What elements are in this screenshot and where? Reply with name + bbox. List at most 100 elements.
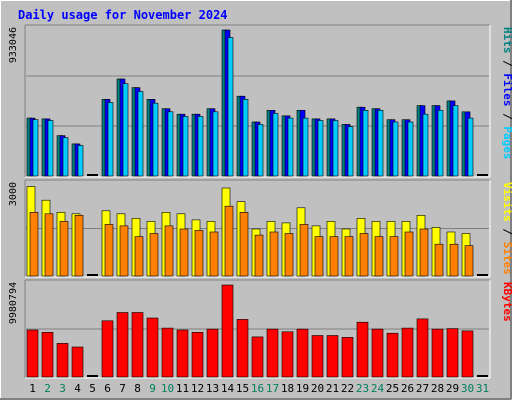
bar-kbytes-8: [131, 312, 144, 378]
x-tick-label-17: 17: [266, 382, 279, 395]
y-max-label: 3000: [8, 182, 19, 206]
bar-pages-24: [377, 110, 384, 177]
x-tick-label-30: 30: [461, 382, 474, 395]
bar-pages-26: [407, 121, 414, 177]
bar-sites-27: [419, 228, 429, 277]
x-tick-label-9: 9: [149, 382, 156, 395]
x-tick-label-28: 28: [431, 382, 444, 395]
x-tick-label-24: 24: [371, 382, 385, 395]
bar-sites-18: [284, 233, 294, 277]
bar-sites-10: [164, 225, 174, 277]
x-tick-label-13: 13: [206, 382, 219, 395]
bar-pages-9: [152, 102, 159, 177]
bar-kbytes-11: [176, 329, 189, 378]
bar-sites-23: [359, 233, 369, 277]
x-tick-label-10: 10: [161, 382, 174, 395]
right-label-0: Hits / Files / Pages: [501, 27, 512, 160]
bar-pages-13: [212, 111, 219, 177]
x-tick-label-11: 11: [176, 382, 189, 395]
legend-entry: KBytes: [501, 282, 512, 322]
legend-entry: /: [501, 54, 512, 74]
bar-kbytes-24: [371, 328, 384, 378]
bar-pages-2: [47, 120, 54, 177]
bar-sites-29: [449, 243, 459, 277]
bar-sites-1: [29, 212, 39, 277]
bar-pages-4: [77, 145, 84, 177]
bar-sites-7: [119, 225, 129, 277]
chart-title: Daily usage for November 2024: [18, 8, 228, 22]
bar-kbytes-12: [191, 331, 204, 378]
bar-sites-22: [344, 236, 354, 277]
bar-kbytes-29: [446, 328, 459, 378]
bar-kbytes-18: [281, 331, 294, 378]
legend-entry: /: [501, 107, 512, 127]
legend-entry: Sites: [501, 242, 512, 275]
bar-kbytes-13: [206, 328, 219, 378]
bar-kbytes-4: [71, 346, 84, 378]
bar-kbytes-19: [296, 328, 309, 378]
x-tick-label-4: 4: [74, 382, 81, 395]
x-tick-label-21: 21: [326, 382, 339, 395]
bar-pages-11: [182, 116, 189, 177]
legend-entry: Visits: [501, 182, 512, 222]
bar-pages-7: [122, 83, 129, 177]
legend-entry: Pages: [501, 126, 512, 159]
x-tick-label-31: 31: [476, 382, 489, 395]
bar-kbytes-2: [41, 331, 54, 378]
x-tick-label-27: 27: [416, 382, 429, 395]
bar-pages-30: [467, 117, 474, 177]
bar-sites-20: [314, 236, 324, 277]
x-tick-label-8: 8: [134, 382, 141, 395]
bar-pages-10: [167, 111, 174, 177]
bar-kbytes-30: [461, 330, 474, 378]
right-legend-labels: Hits / Files / Pages Visits / Sites KBytes: [501, 27, 512, 322]
bar-sites-24: [374, 236, 384, 277]
bar-kbytes-17: [266, 328, 279, 378]
legend-entry: Files: [501, 73, 512, 106]
bar-sites-25: [389, 236, 399, 277]
bar-kbytes-26: [401, 327, 414, 378]
bar-sites-30: [464, 245, 474, 277]
bar-kbytes-3: [56, 343, 69, 378]
bar-sites-17: [269, 231, 279, 277]
bar-pages-14: [227, 37, 234, 177]
bar-sites-28: [434, 243, 444, 277]
bar-kbytes-28: [431, 328, 444, 378]
x-tick-label-19: 19: [296, 382, 309, 395]
bar-kbytes-6: [101, 320, 114, 378]
bar-sites-3: [59, 221, 69, 277]
x-tick-label-6: 6: [104, 382, 111, 395]
bar-kbytes-9: [146, 317, 159, 378]
bar-sites-16: [254, 234, 264, 277]
bar-kbytes-7: [116, 312, 129, 378]
x-tick-label-5: 5: [89, 382, 96, 395]
right-label-2: KBytes: [501, 282, 512, 322]
bar-kbytes-21: [326, 335, 339, 378]
bar-pages-27: [422, 113, 429, 177]
y-max-label: 933046: [8, 27, 19, 63]
bar-pages-20: [317, 120, 324, 177]
bar-pages-18: [287, 117, 294, 177]
bar-sites-6: [104, 224, 114, 277]
bar-kbytes-15: [236, 319, 249, 378]
bar-sites-21: [329, 236, 339, 277]
bar-pages-6: [107, 102, 114, 177]
legend-entry: Hits: [501, 27, 512, 54]
x-tick-label-22: 22: [341, 382, 354, 395]
bar-pages-19: [302, 117, 309, 177]
bar-pages-8: [137, 91, 144, 177]
bar-pages-22: [347, 126, 354, 177]
bar-kbytes-25: [386, 332, 399, 378]
bar-kbytes-27: [416, 318, 429, 378]
bar-pages-21: [332, 120, 339, 177]
bar-sites-19: [299, 224, 309, 277]
bar-pages-23: [362, 110, 369, 177]
x-tick-label-1: 1: [29, 382, 36, 395]
bar-kbytes-1: [26, 329, 39, 378]
bar-kbytes-22: [341, 337, 354, 378]
x-tick-label-12: 12: [191, 382, 204, 395]
x-tick-label-25: 25: [386, 382, 399, 395]
legend-entry: /: [501, 222, 512, 242]
bar-pages-1: [32, 119, 39, 177]
chart-panels: 933046 3000 9980794: [8, 24, 491, 379]
